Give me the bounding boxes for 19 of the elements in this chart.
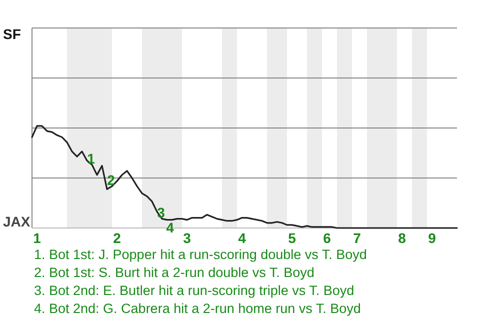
- text: SF: [3, 26, 22, 42]
- x-tick-label: 4: [238, 230, 246, 246]
- text: 4. Bot 2nd: G. Cabrera hit a 2-run home run vs T. Boyd: [34, 301, 361, 316]
- annotation: 1: [87, 150, 96, 166]
- annotation: 4: [166, 219, 174, 236]
- x-tick-label: 6: [323, 230, 332, 246]
- x-tick-label: 1: [33, 230, 42, 246]
- x-tick-label: 5: [288, 230, 296, 246]
- x-tick-label: 8: [398, 230, 406, 246]
- x-tick-label: 9: [428, 230, 436, 246]
- x-tick-label: 2: [113, 230, 122, 246]
- annotation: 2: [107, 172, 116, 188]
- x-tick-label: 3: [183, 230, 192, 246]
- text: JAX: [3, 214, 31, 230]
- annotation: 3: [157, 204, 166, 220]
- text: 1. Bot 1st: J. Popper hit a run-scoring double vs T. Boyd: [34, 247, 367, 262]
- text: 3. Bot 2nd: E. Butler hit a run-scoring triple vs T. Boyd: [34, 283, 354, 298]
- x-tick-label: 7: [353, 230, 362, 246]
- text: 2. Bot 1st: S. Burt hit a 2-run double vs T. Boyd: [34, 265, 314, 280]
